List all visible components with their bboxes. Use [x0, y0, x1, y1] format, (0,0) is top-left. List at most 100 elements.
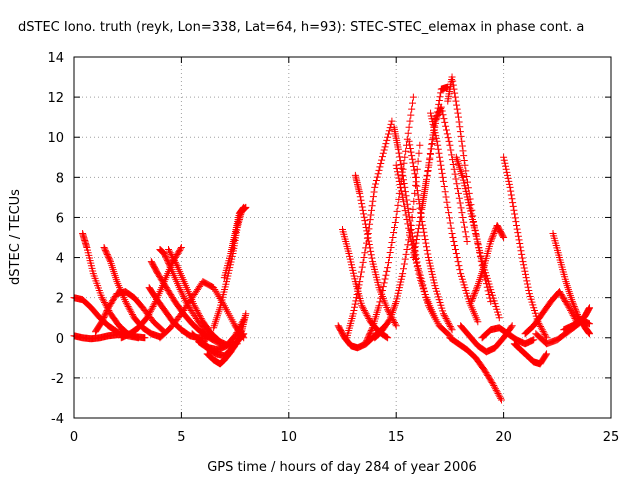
- data-point-interp: [376, 163, 384, 171]
- data-point-interp: [354, 287, 362, 295]
- data-point-interp: [195, 311, 203, 319]
- data-point-interp: [397, 187, 405, 195]
- data-point-interp: [451, 246, 459, 254]
- data-point-interp: [436, 153, 444, 161]
- x-axis-label: GPS time / hours of day 284 of year 2006: [207, 460, 477, 475]
- data-point-interp: [438, 107, 446, 115]
- data-point-interp: [461, 228, 469, 236]
- data-point-interp: [538, 326, 546, 334]
- data-point-interp: [459, 147, 467, 155]
- data-point-interp: [520, 261, 528, 269]
- data-point-interp: [445, 319, 453, 327]
- data-points: [70, 73, 594, 404]
- data-point-interp: [400, 180, 408, 188]
- data-point-interp: [368, 254, 376, 262]
- data-point-interp: [172, 260, 180, 268]
- data-point-interp: [180, 294, 188, 302]
- data-point: [512, 221, 520, 229]
- x-tick-label: 15: [388, 430, 405, 445]
- data-point-interp: [409, 159, 417, 167]
- data-point: [210, 284, 218, 292]
- data-point-interp: [410, 250, 418, 258]
- series-20: [362, 93, 417, 346]
- x-tick-label: 20: [495, 430, 512, 445]
- data-point-interp: [473, 283, 481, 291]
- data-point-interp: [464, 178, 472, 186]
- data-point-interp: [391, 320, 399, 328]
- data-point-interp: [124, 302, 132, 310]
- data-point-interp: [488, 379, 496, 387]
- data-point-interp: [435, 149, 443, 157]
- data-point-interp: [415, 149, 423, 157]
- data-point-interp: [374, 170, 382, 178]
- data-point-interp: [451, 242, 459, 250]
- data-point-interp: [407, 111, 415, 119]
- data-point-interp: [406, 141, 414, 149]
- series-30: [446, 334, 505, 404]
- data-point-interp: [460, 156, 468, 164]
- data-point-interp: [462, 233, 470, 241]
- data-point-interp: [507, 191, 515, 199]
- data-point-interp: [356, 193, 364, 201]
- data-point-interp: [400, 202, 408, 210]
- data-point-interp: [146, 307, 154, 315]
- data-point-interp: [367, 247, 375, 255]
- data-point-interp: [106, 256, 114, 264]
- data-point-interp: [396, 157, 404, 165]
- data-point-interp: [367, 251, 375, 259]
- data-point-interp: [441, 188, 449, 196]
- data-point-interp: [211, 285, 219, 293]
- data-point-interp: [370, 188, 378, 196]
- data-point: [495, 314, 503, 322]
- data-point-interp: [390, 303, 398, 311]
- data-point-interp: [364, 234, 372, 242]
- data-point-interp: [354, 284, 362, 292]
- data-point-interp: [389, 234, 397, 241]
- data-point: [474, 318, 482, 326]
- data-point-interp: [391, 218, 399, 226]
- data-point-interp: [443, 130, 451, 138]
- data-point-interp: [363, 311, 371, 319]
- data-point: [98, 294, 106, 302]
- data-point-interp: [408, 152, 416, 160]
- data-point-interp: [424, 167, 432, 175]
- data-point-interp: [446, 323, 454, 331]
- data-point-interp: [509, 202, 517, 210]
- data-point-interp: [99, 295, 107, 303]
- data-point-interp: [469, 293, 477, 301]
- data-point-interp: [456, 128, 464, 136]
- data-point-interp: [495, 391, 503, 399]
- data-point-interp: [567, 307, 575, 315]
- data-point-interp: [412, 178, 420, 186]
- data-point-interp: [361, 308, 369, 316]
- data-point-interp: [403, 196, 411, 204]
- y-tick-label: -2: [51, 372, 64, 387]
- data-point-interp: [461, 223, 469, 231]
- data-point-interp: [127, 307, 135, 315]
- data-point-interp: [360, 210, 368, 218]
- data-point-interp: [165, 247, 173, 255]
- data-point-interp: [395, 149, 403, 157]
- data-point-interp: [361, 249, 369, 257]
- data-point-interp: [196, 313, 204, 321]
- data-point-interp: [488, 234, 496, 242]
- data-point-interp: [419, 195, 427, 203]
- data-point-interp: [421, 236, 429, 244]
- data-point-interp: [457, 204, 465, 212]
- data-point-interp: [542, 332, 550, 340]
- data-point-interp: [568, 310, 576, 318]
- data-point: [500, 153, 508, 161]
- data-point-interp: [572, 306, 580, 314]
- data-point-interp: [384, 259, 392, 267]
- series-26: [418, 103, 471, 246]
- data-point-interp: [385, 127, 393, 135]
- data-point-interp: [168, 252, 176, 260]
- data-point: [356, 278, 364, 286]
- data-point-interp: [445, 137, 453, 145]
- data-point-interp: [194, 308, 202, 316]
- data-point: [240, 203, 248, 211]
- data-point: [358, 302, 366, 310]
- data-point-interp: [414, 157, 422, 165]
- data-point-interp: [490, 382, 498, 390]
- data-point-interp: [428, 140, 436, 148]
